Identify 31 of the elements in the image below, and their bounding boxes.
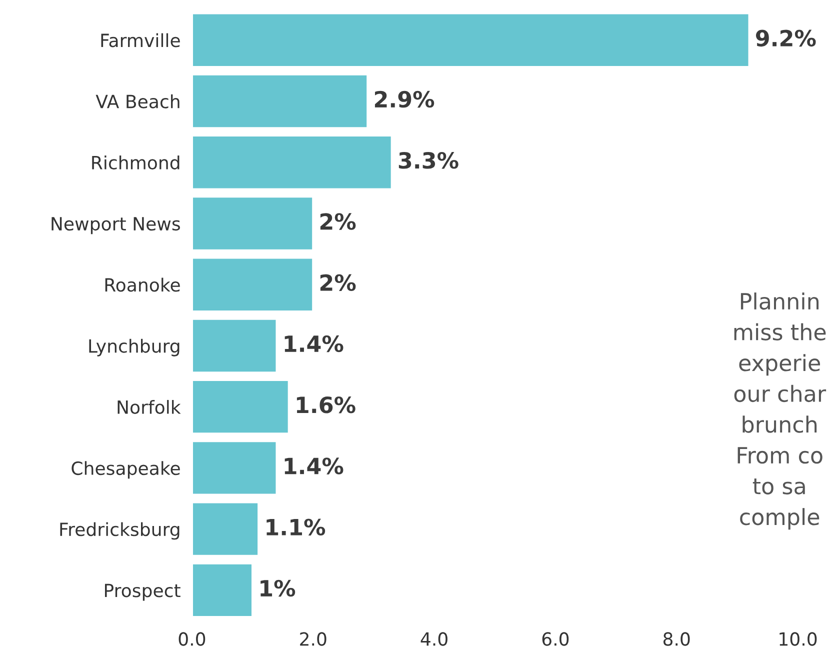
y-tick-label: Fredricksburg <box>60 522 180 540</box>
y-tick-label: Newport News <box>52 217 180 234</box>
x-tick-label: 2.0 <box>300 632 326 646</box>
y-tick-label: Chesapeake <box>72 461 180 479</box>
data-label: 2% <box>320 274 356 292</box>
y-tick-label: VA Beach <box>96 94 180 108</box>
bar <box>192 73 369 130</box>
y-tick-label: Farmville <box>101 33 180 48</box>
x-tick-label: 8.0 <box>663 632 690 646</box>
data-label: 1.4% <box>284 458 344 474</box>
y-tick-label: Roanoke <box>105 278 180 292</box>
data-label: 1.1% <box>266 518 326 536</box>
data-label: 2% <box>320 213 356 230</box>
y-tick-label: Richmond <box>92 155 180 170</box>
x-tick-label: 6.0 <box>542 632 569 646</box>
data-label: 1% <box>260 580 296 597</box>
x-tick-label: 0.0 <box>178 632 206 646</box>
data-label: 3.3% <box>398 152 458 169</box>
y-tick-label: Lynchburg <box>89 338 180 356</box>
bar <box>192 196 314 252</box>
data-label: 1.6% <box>296 396 356 414</box>
x-tick-label: 4.0 <box>420 632 448 646</box>
y-tick-label: Prospect <box>105 584 180 601</box>
x-tick-label: 10.0 <box>780 632 817 646</box>
data-label: 2.9% <box>374 90 434 108</box>
data-label: 1.4% <box>284 335 344 352</box>
data-label: 9.2% <box>756 30 816 47</box>
bar <box>192 318 278 374</box>
bar <box>192 440 278 496</box>
y-tick-label: Norfolk <box>118 400 181 414</box>
annotation: Plannin miss the experie our char brunch From co to sa comple <box>734 292 826 530</box>
